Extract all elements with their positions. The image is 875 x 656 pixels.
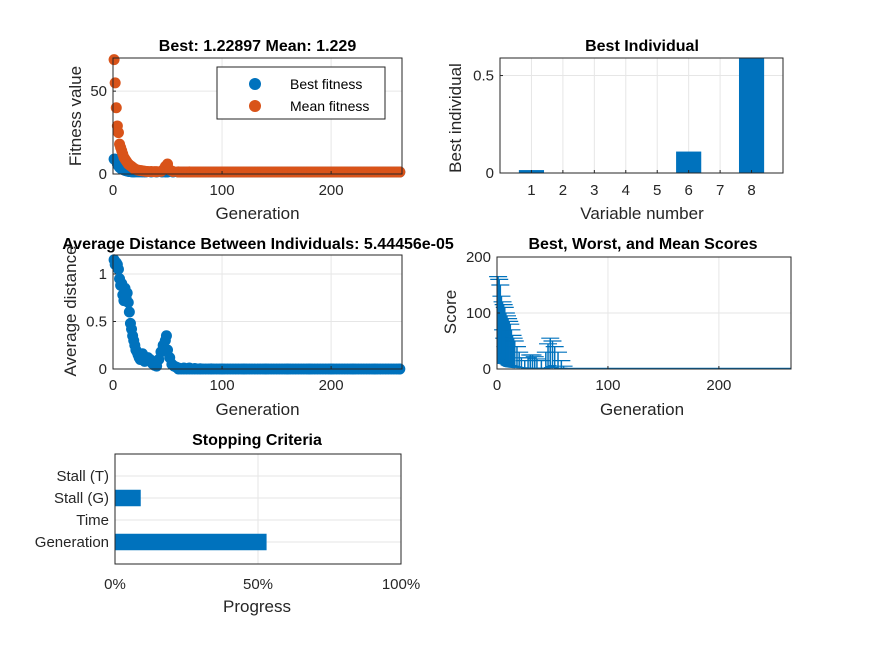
y-tick-label: 0 — [486, 165, 494, 182]
y-tick-label: 0.5 — [86, 314, 107, 331]
category-label: Time — [76, 512, 109, 529]
x-tick-label: 6 — [684, 182, 692, 199]
distance-xlabel: Generation — [215, 400, 299, 419]
y-tick-label: 1 — [99, 266, 107, 283]
mean-fitness-point — [109, 77, 121, 89]
stopping-title: Stopping Criteria — [192, 432, 322, 449]
legend-label-mean: Mean fitness — [290, 98, 369, 114]
category-label: Generation — [35, 534, 109, 551]
x-tick-label: 0% — [104, 576, 126, 593]
best-individual-ylabel: Best individual — [446, 63, 465, 173]
progress-bar — [115, 489, 141, 507]
x-tick-label: 0 — [493, 377, 501, 394]
distance-plot: Average Distance Between Individuals: 5.… — [61, 236, 454, 419]
y-tick-label: 0 — [99, 166, 107, 183]
fitness-plot: Best: 1.22897 Mean: 1.229 0 100 200 0 50 Gen… — [66, 38, 406, 223]
y-tick-label: 50 — [90, 83, 107, 100]
distance-point — [123, 306, 135, 318]
y-tick-label: 0.5 — [473, 68, 494, 85]
legend-label-best: Best fitness — [290, 76, 362, 92]
x-tick-label: 100 — [210, 182, 235, 199]
x-tick-label: 200 — [319, 182, 344, 199]
x-tick-label: 5 — [653, 182, 661, 199]
distance-ylabel: Average distance — [61, 245, 80, 376]
x-tick-label: 3 — [590, 182, 598, 199]
scores-plot: Best, Worst, and Mean Scores 0 100 200 0 100… — [441, 236, 792, 419]
x-tick-label: 8 — [747, 182, 755, 199]
best-individual-title: Best Individual — [585, 38, 699, 55]
fitness-axes-box — [112, 57, 403, 175]
distance-title: Average Distance Between Individuals: 5.… — [62, 236, 454, 253]
x-tick-label: 100 — [595, 377, 620, 394]
y-tick-label: 0 — [483, 361, 491, 378]
best-individual-axes-box — [499, 57, 784, 174]
scores-title: Best, Worst, and Mean Scores — [528, 236, 757, 253]
distance-point — [112, 263, 124, 275]
scores-ylabel: Score — [441, 290, 460, 334]
fitness-title: Best: 1.22897 Mean: 1.229 — [159, 38, 357, 55]
legend-marker-best — [249, 78, 261, 90]
x-tick-label: 7 — [716, 182, 724, 199]
distance-point — [121, 287, 133, 299]
x-tick-label: 50% — [243, 576, 273, 593]
x-tick-label: 4 — [622, 182, 630, 199]
best-individual-plot: Best Individual 0 0.5 1 2 3 4 5 6 7 8 Variable nu… — [446, 38, 784, 223]
x-tick-label: 2 — [559, 182, 567, 199]
stopping-xlabel: Progress — [223, 597, 291, 616]
mean-fitness-point — [110, 102, 122, 114]
scores-xlabel: Generation — [600, 400, 684, 419]
fitness-legend: Best fitness Mean fitness — [216, 66, 386, 120]
category-label: Stall (G) — [54, 490, 109, 507]
stopping-criteria-plot: Stopping Criteria 0% 50% 100% Stall (T) Stal… — [35, 432, 420, 616]
legend-marker-mean — [249, 100, 261, 112]
best-individual-xlabel: Variable number — [580, 204, 704, 223]
x-tick-label: 1 — [527, 182, 535, 199]
mean-fitness-point — [112, 127, 124, 139]
x-tick-label: 0 — [109, 377, 117, 394]
stopping-axes-box — [114, 453, 402, 565]
distance-axes-box — [112, 254, 403, 370]
x-tick-label: 100% — [382, 576, 420, 593]
x-tick-label: 0 — [109, 182, 117, 199]
distance-point — [160, 330, 172, 342]
y-tick-label: 200 — [466, 249, 491, 266]
fitness-xlabel: Generation — [215, 204, 299, 223]
y-tick-label: 0 — [99, 361, 107, 378]
category-label: Stall (T) — [57, 468, 110, 485]
x-tick-label: 100 — [210, 377, 235, 394]
mean-fitness-point — [108, 54, 120, 66]
x-tick-label: 200 — [319, 377, 344, 394]
fitness-ylabel: Fitness value — [66, 66, 85, 166]
x-tick-label: 200 — [706, 377, 731, 394]
bar — [738, 58, 765, 173]
legend-box — [216, 66, 386, 120]
distance-point — [122, 297, 134, 308]
bar — [676, 151, 702, 173]
y-tick-label: 100 — [466, 305, 491, 322]
mean-fitness-point — [393, 166, 405, 178]
progress-bar — [115, 533, 267, 551]
